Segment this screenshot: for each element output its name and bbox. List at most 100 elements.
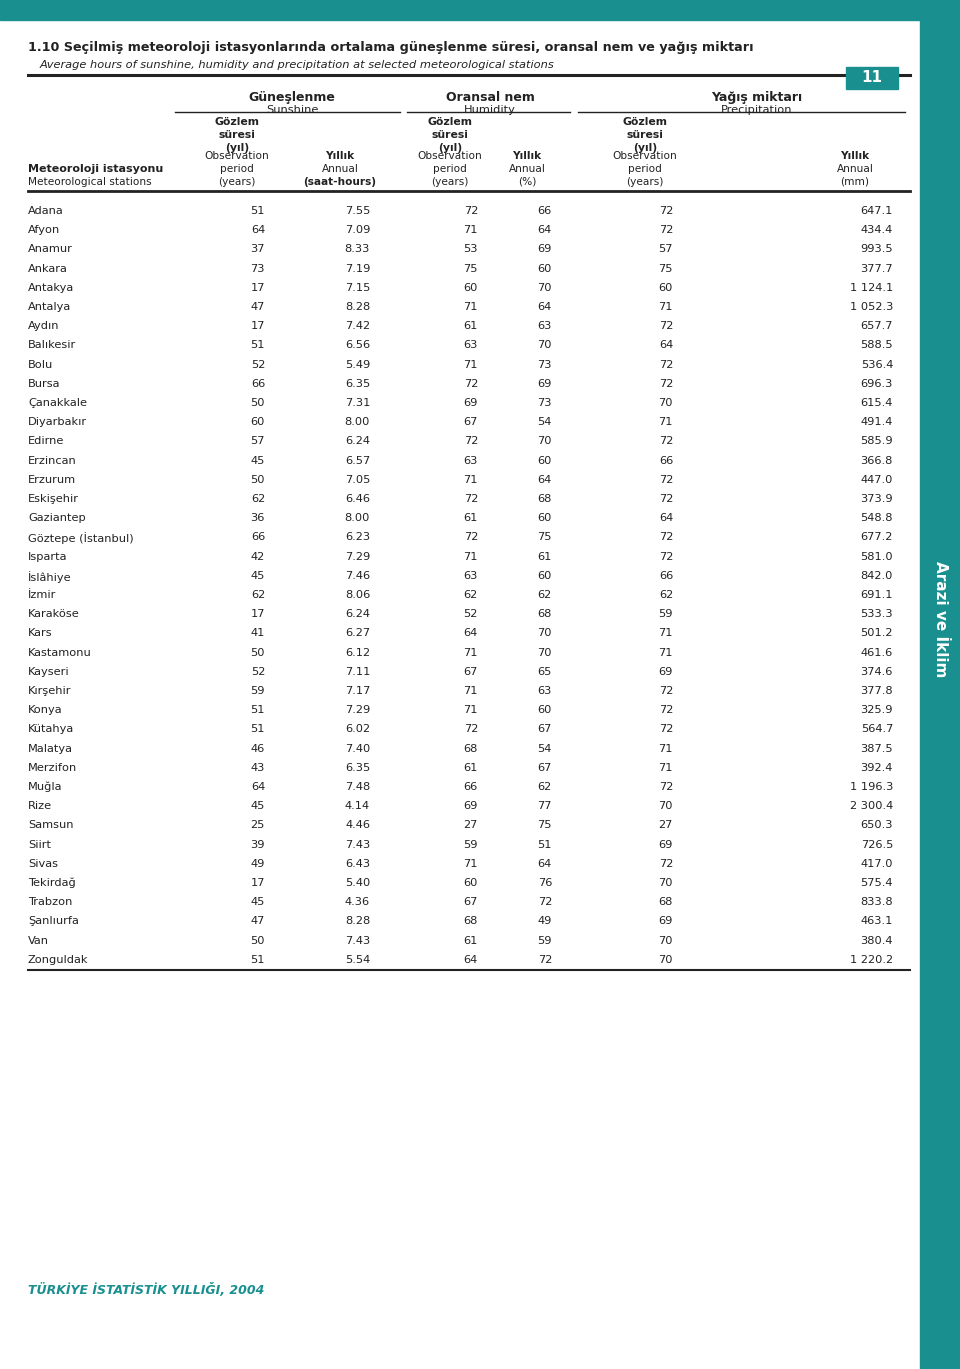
Text: 461.6: 461.6	[861, 648, 893, 657]
Text: 380.4: 380.4	[860, 935, 893, 946]
Text: 491.4: 491.4	[860, 418, 893, 427]
Text: 73: 73	[538, 398, 552, 408]
Text: Rize: Rize	[28, 801, 52, 812]
Text: 7.29: 7.29	[345, 552, 370, 561]
Text: 72: 72	[538, 954, 552, 965]
Text: 72: 72	[464, 494, 478, 504]
Text: 70: 70	[538, 341, 552, 350]
Text: 447.0: 447.0	[860, 475, 893, 485]
Text: 677.2: 677.2	[860, 533, 893, 542]
Text: Çanakkale: Çanakkale	[28, 398, 87, 408]
Text: 6.02: 6.02	[345, 724, 370, 734]
Text: Precipitation: Precipitation	[721, 105, 793, 115]
Text: 68: 68	[464, 743, 478, 753]
Text: 51: 51	[251, 724, 265, 734]
Text: Yıllık: Yıllık	[325, 151, 354, 162]
Text: 67: 67	[464, 667, 478, 676]
Text: 8.00: 8.00	[345, 513, 370, 523]
Text: 72: 72	[538, 897, 552, 908]
Text: 7.46: 7.46	[345, 571, 370, 580]
Text: 7.05: 7.05	[345, 475, 370, 485]
Text: 4.14: 4.14	[345, 801, 370, 812]
Text: Kars: Kars	[28, 628, 53, 638]
Text: 6.24: 6.24	[345, 609, 370, 619]
Text: 71: 71	[659, 743, 673, 753]
Text: 72: 72	[659, 858, 673, 869]
Text: (%): (%)	[517, 177, 537, 188]
Text: 63: 63	[464, 341, 478, 350]
Text: Sunshine: Sunshine	[266, 105, 318, 115]
Text: 64: 64	[659, 341, 673, 350]
Text: Arazi ve İklim: Arazi ve İklim	[932, 561, 948, 678]
Text: 4.36: 4.36	[345, 897, 370, 908]
Text: 50: 50	[251, 648, 265, 657]
Text: Sivas: Sivas	[28, 858, 58, 869]
Text: 72: 72	[659, 724, 673, 734]
Text: 41: 41	[251, 628, 265, 638]
Text: 54: 54	[538, 743, 552, 753]
Text: 36: 36	[251, 513, 265, 523]
Text: 6.35: 6.35	[345, 379, 370, 389]
Text: İzmir: İzmir	[28, 590, 57, 600]
Text: Kütahya: Kütahya	[28, 724, 74, 734]
Text: 17: 17	[251, 878, 265, 888]
Text: 7.55: 7.55	[345, 205, 370, 216]
Text: 75: 75	[538, 820, 552, 831]
Text: 73: 73	[538, 360, 552, 370]
Text: 434.4: 434.4	[861, 225, 893, 235]
Text: 75: 75	[538, 533, 552, 542]
Text: 51: 51	[251, 341, 265, 350]
Text: Gözlem: Gözlem	[427, 116, 472, 127]
Text: 7.48: 7.48	[345, 782, 370, 793]
Text: 73: 73	[251, 264, 265, 274]
Text: Gaziantep: Gaziantep	[28, 513, 85, 523]
Text: 17: 17	[251, 609, 265, 619]
Text: TÜRKİYE İSTATİSTİK YILLIĞI, 2004: TÜRKİYE İSTATİSTİK YILLIĞI, 2004	[28, 1283, 264, 1296]
Text: 993.5: 993.5	[860, 245, 893, 255]
Text: 59: 59	[659, 609, 673, 619]
Text: 61: 61	[538, 552, 552, 561]
Text: 49: 49	[538, 916, 552, 927]
Text: 7.19: 7.19	[345, 264, 370, 274]
Text: 70: 70	[538, 628, 552, 638]
Text: 377.8: 377.8	[860, 686, 893, 695]
Text: (yıl): (yıl)	[225, 142, 249, 153]
Text: 7.15: 7.15	[345, 283, 370, 293]
Text: Zonguldak: Zonguldak	[28, 954, 88, 965]
Text: 70: 70	[538, 437, 552, 446]
Text: 72: 72	[464, 724, 478, 734]
Text: 4.46: 4.46	[345, 820, 370, 831]
Text: 49: 49	[251, 858, 265, 869]
Text: (years): (years)	[218, 177, 255, 188]
Text: 70: 70	[659, 398, 673, 408]
Text: 59: 59	[538, 935, 552, 946]
Text: İslâhiye: İslâhiye	[28, 571, 72, 583]
Text: 63: 63	[538, 686, 552, 695]
Text: Meteorological stations: Meteorological stations	[28, 177, 152, 188]
Text: 60: 60	[464, 283, 478, 293]
Text: 62: 62	[538, 782, 552, 793]
Text: 57: 57	[251, 437, 265, 446]
Text: 72: 72	[659, 686, 673, 695]
Text: 72: 72	[659, 225, 673, 235]
Text: 69: 69	[464, 398, 478, 408]
Text: 62: 62	[538, 590, 552, 600]
Text: 69: 69	[464, 801, 478, 812]
Text: 45: 45	[251, 801, 265, 812]
Text: 27: 27	[659, 820, 673, 831]
Text: Kırşehir: Kırşehir	[28, 686, 71, 695]
Text: 1 196.3: 1 196.3	[850, 782, 893, 793]
Text: 6.27: 6.27	[345, 628, 370, 638]
Text: 68: 68	[538, 609, 552, 619]
Text: 60: 60	[538, 513, 552, 523]
Text: 67: 67	[464, 418, 478, 427]
Text: 67: 67	[464, 897, 478, 908]
Text: 374.6: 374.6	[860, 667, 893, 676]
Text: 66: 66	[659, 456, 673, 465]
Text: 69: 69	[659, 667, 673, 676]
Text: 66: 66	[251, 533, 265, 542]
Text: Tekirdağ: Tekirdağ	[28, 878, 76, 888]
Text: 6.24: 6.24	[345, 437, 370, 446]
Text: 60: 60	[538, 705, 552, 715]
Text: 7.29: 7.29	[345, 705, 370, 715]
